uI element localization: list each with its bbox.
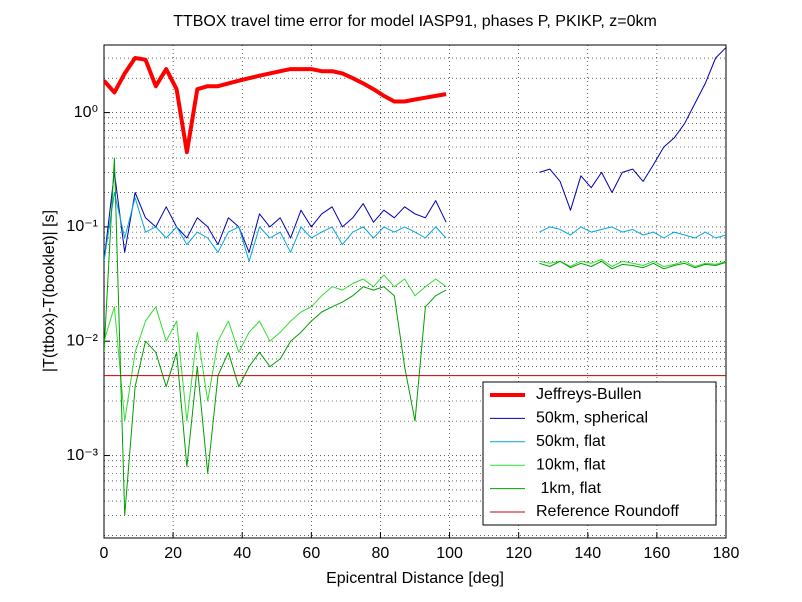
x-tick-label: 160 [644,545,671,562]
series-line [104,56,447,155]
plot-frame [103,44,727,539]
chart-title: TTBOX travel time error for model IASP91… [173,13,657,30]
x-tick-label: 120 [505,545,532,562]
x-tick-label: 20 [164,545,182,562]
x-tick-label: 80 [372,545,390,562]
x-tick-label: 180 [713,545,740,562]
y-tick-label: 10⁻³ [66,447,98,464]
legend-label: Jeffreys-Bullen [536,386,642,403]
x-tick-label: 140 [574,545,601,562]
x-tick-label: 0 [100,545,109,562]
y-tick-label: 10⁻¹ [66,218,98,235]
legend-label: 50km, spherical [536,410,648,427]
legend-label: Reference Roundoff [536,503,679,520]
legend-label: 50km, flat [536,433,606,450]
series-line [104,192,726,262]
x-axis-label: Epicentral Distance [deg] [326,570,504,587]
legend-label: 1km, flat [536,480,601,497]
legend-label: 10km, flat [536,456,606,473]
y-axis-label: |T(ttbox)-T(booklet)| [s] [41,210,58,372]
x-tick-label: 60 [302,545,320,562]
y-tick-label: 10⁻² [66,332,98,349]
x-tick-label: 40 [233,545,251,562]
series-line [104,258,726,422]
legend-box [482,381,717,526]
series-line [104,47,726,262]
x-tick-label: 100 [436,545,463,562]
y-tick-label: 10⁰ [74,104,98,121]
series-line [104,157,726,516]
